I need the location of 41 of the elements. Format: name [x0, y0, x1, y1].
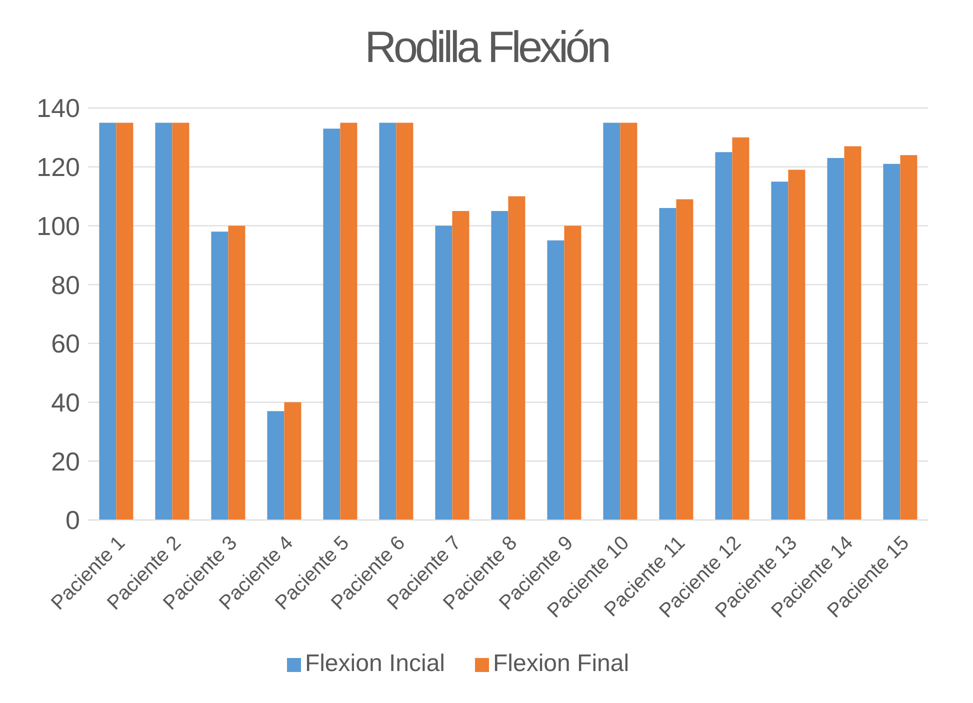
bar — [435, 226, 452, 520]
y-tick-label: 20 — [51, 446, 80, 476]
bar — [396, 122, 414, 520]
y-tick-label: 140 — [36, 93, 80, 124]
bar — [323, 128, 340, 520]
bar — [620, 122, 638, 520]
bar — [379, 122, 396, 520]
bar — [99, 122, 116, 520]
bar — [771, 182, 788, 520]
bar — [267, 411, 284, 520]
y-tick-label: 100 — [36, 210, 80, 241]
chart-title: Rodilla Flexión — [364, 22, 610, 74]
bar — [547, 240, 564, 520]
y-tick-label: 80 — [51, 270, 80, 300]
bar — [883, 164, 900, 520]
bar — [228, 226, 246, 520]
y-tick-label: 60 — [51, 328, 80, 359]
bar — [116, 122, 134, 520]
y-tick-label: 120 — [36, 152, 80, 182]
bar — [827, 158, 844, 520]
bar — [508, 196, 526, 520]
legend-label: Flexion Final — [493, 650, 630, 677]
legend-label: Flexion Incial — [304, 650, 445, 677]
bar — [715, 152, 732, 520]
y-tick-label: 40 — [51, 388, 80, 418]
bar — [491, 211, 508, 520]
y-tick-label: 0 — [66, 505, 80, 536]
bar — [659, 208, 676, 520]
bar — [900, 155, 918, 520]
bar — [452, 211, 470, 520]
bar — [284, 402, 302, 520]
bar — [564, 226, 582, 520]
bar — [603, 122, 620, 520]
bar — [211, 232, 228, 520]
bar — [732, 137, 750, 520]
bar — [172, 122, 190, 520]
bar — [844, 146, 862, 520]
bar — [788, 170, 806, 520]
bar — [340, 122, 358, 520]
bar — [155, 122, 172, 520]
bar — [676, 199, 694, 520]
